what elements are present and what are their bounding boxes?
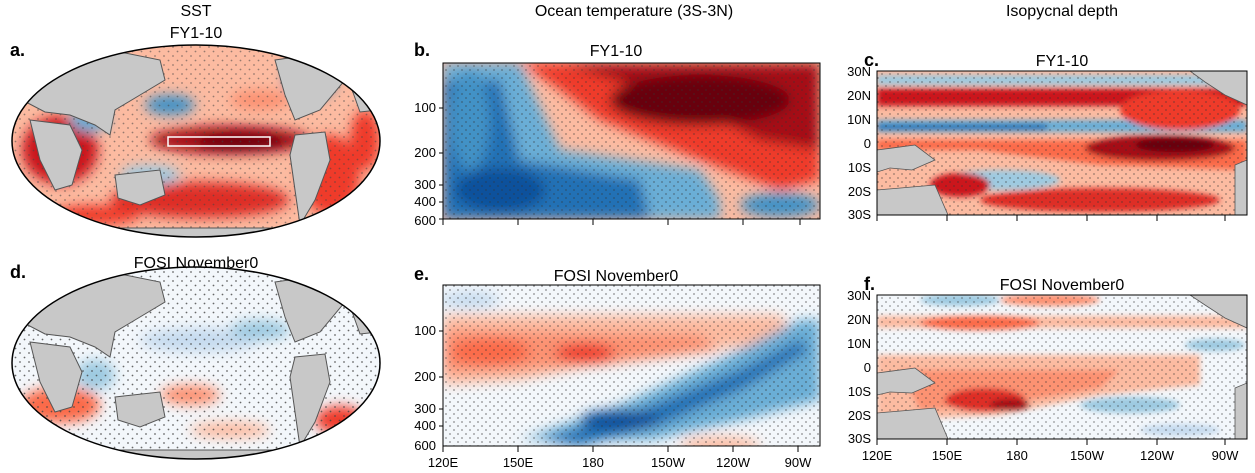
panel-f-xtick: 180 bbox=[1006, 448, 1028, 463]
panel-c-title: FY1-10 bbox=[1036, 53, 1089, 70]
panel-f-xtick: 120W bbox=[1140, 448, 1175, 463]
panel-d: d. FOSI November0 bbox=[10, 255, 381, 460]
panel-a-map bbox=[12, 45, 380, 237]
panel-e-xaxis: 120E 150E 180 150W 120W 90W bbox=[428, 455, 812, 470]
panel-e-xtick: 90W bbox=[785, 455, 812, 470]
panel-b-ytick: 300 bbox=[414, 177, 436, 192]
panel-c-yaxis: 30N 20N 10N 0 10S 20S 30S bbox=[847, 64, 871, 222]
panel-f-xtick: 90W bbox=[1212, 448, 1239, 463]
panel-d-map bbox=[12, 267, 380, 459]
panel-b-letter: b. bbox=[414, 40, 430, 60]
panel-d-letter: d. bbox=[10, 262, 26, 282]
panel-e-xtick: 150E bbox=[503, 455, 534, 470]
panel-f-ytick: 30S bbox=[848, 431, 871, 446]
panel-c-letter: c. bbox=[864, 50, 879, 70]
column-title-sst: SST bbox=[180, 3, 211, 20]
panel-e-letter: e. bbox=[414, 264, 429, 284]
panel-c-ytick: 30S bbox=[848, 207, 871, 222]
column-title-ocean-temperature: Ocean temperature (3S-3N) bbox=[535, 3, 733, 20]
panel-f-ytick: 0 bbox=[864, 360, 871, 375]
panel-e-ytick: 600 bbox=[414, 438, 436, 453]
panel-f-yaxis: 30N 20N 10N 0 10S 20S 30S bbox=[847, 288, 871, 446]
panel-a-letter: a. bbox=[10, 40, 25, 60]
panel-b-ytick: 100 bbox=[414, 100, 436, 115]
panel-e-field bbox=[443, 285, 820, 446]
panel-e-title: FOSI November0 bbox=[554, 268, 679, 285]
panel-b-yaxis: 100 200 300 400 600 bbox=[414, 100, 436, 228]
panel-c-ytick: 0 bbox=[864, 136, 871, 151]
panel-f-ytick: 20S bbox=[848, 408, 871, 423]
panel-f-title: FOSI November0 bbox=[1000, 277, 1125, 294]
panel-f-xtick: 150W bbox=[1070, 448, 1105, 463]
panel-c-ytick: 20S bbox=[848, 184, 871, 199]
panel-e-ytick: 400 bbox=[414, 418, 436, 433]
panel-e: e. FOSI November0 100 200 300 400 600 bbox=[414, 264, 821, 470]
panel-f-ytick: 10S bbox=[848, 384, 871, 399]
panel-f: f. FOSI November0 bbox=[847, 274, 1248, 463]
panel-c-ytick: 10S bbox=[848, 160, 871, 175]
panel-f-field bbox=[877, 295, 1247, 439]
panel-e-xtick: 150W bbox=[651, 455, 686, 470]
panel-f-xaxis: 120E 150E 180 150W 120W 90W bbox=[862, 448, 1239, 463]
panel-f-xtick: 120E bbox=[862, 448, 893, 463]
panel-e-ytick: 200 bbox=[414, 369, 436, 384]
panel-f-ytick: 20N bbox=[847, 312, 871, 327]
panel-b-title: FY1-10 bbox=[590, 43, 643, 60]
panel-a-title: FY1-10 bbox=[170, 25, 223, 42]
panel-b-field bbox=[443, 63, 820, 219]
panel-e-xtick: 180 bbox=[582, 455, 604, 470]
panel-c-field bbox=[877, 71, 1247, 215]
panel-e-yaxis: 100 200 300 400 600 bbox=[414, 323, 436, 453]
panel-e-ytick: 100 bbox=[414, 323, 436, 338]
panel-f-ytick: 30N bbox=[847, 288, 871, 303]
panel-f-letter: f. bbox=[864, 274, 875, 294]
panel-b-ytick: 600 bbox=[414, 213, 436, 228]
panel-f-ytick: 10N bbox=[847, 336, 871, 351]
panel-e-ytick: 300 bbox=[414, 401, 436, 416]
panel-b-ytick: 200 bbox=[414, 145, 436, 160]
panel-a: a. FY1-10 bbox=[10, 25, 381, 238]
panel-e-xtick: 120W bbox=[716, 455, 751, 470]
column-title-isopycnal-depth: Isopycnal depth bbox=[1006, 3, 1118, 20]
panel-c-ytick: 30N bbox=[847, 64, 871, 79]
panel-c-ytick: 10N bbox=[847, 112, 871, 127]
panel-b-ytick: 400 bbox=[414, 194, 436, 209]
panel-b: b. FY1-10 100 200 300 400 600 bbox=[414, 40, 821, 228]
panel-f-xtick: 150E bbox=[932, 448, 963, 463]
panel-c-ytick: 20N bbox=[847, 88, 871, 103]
panel-e-xtick: 120E bbox=[428, 455, 459, 470]
panel-c: c. FY1-10 bbox=[847, 50, 1248, 222]
